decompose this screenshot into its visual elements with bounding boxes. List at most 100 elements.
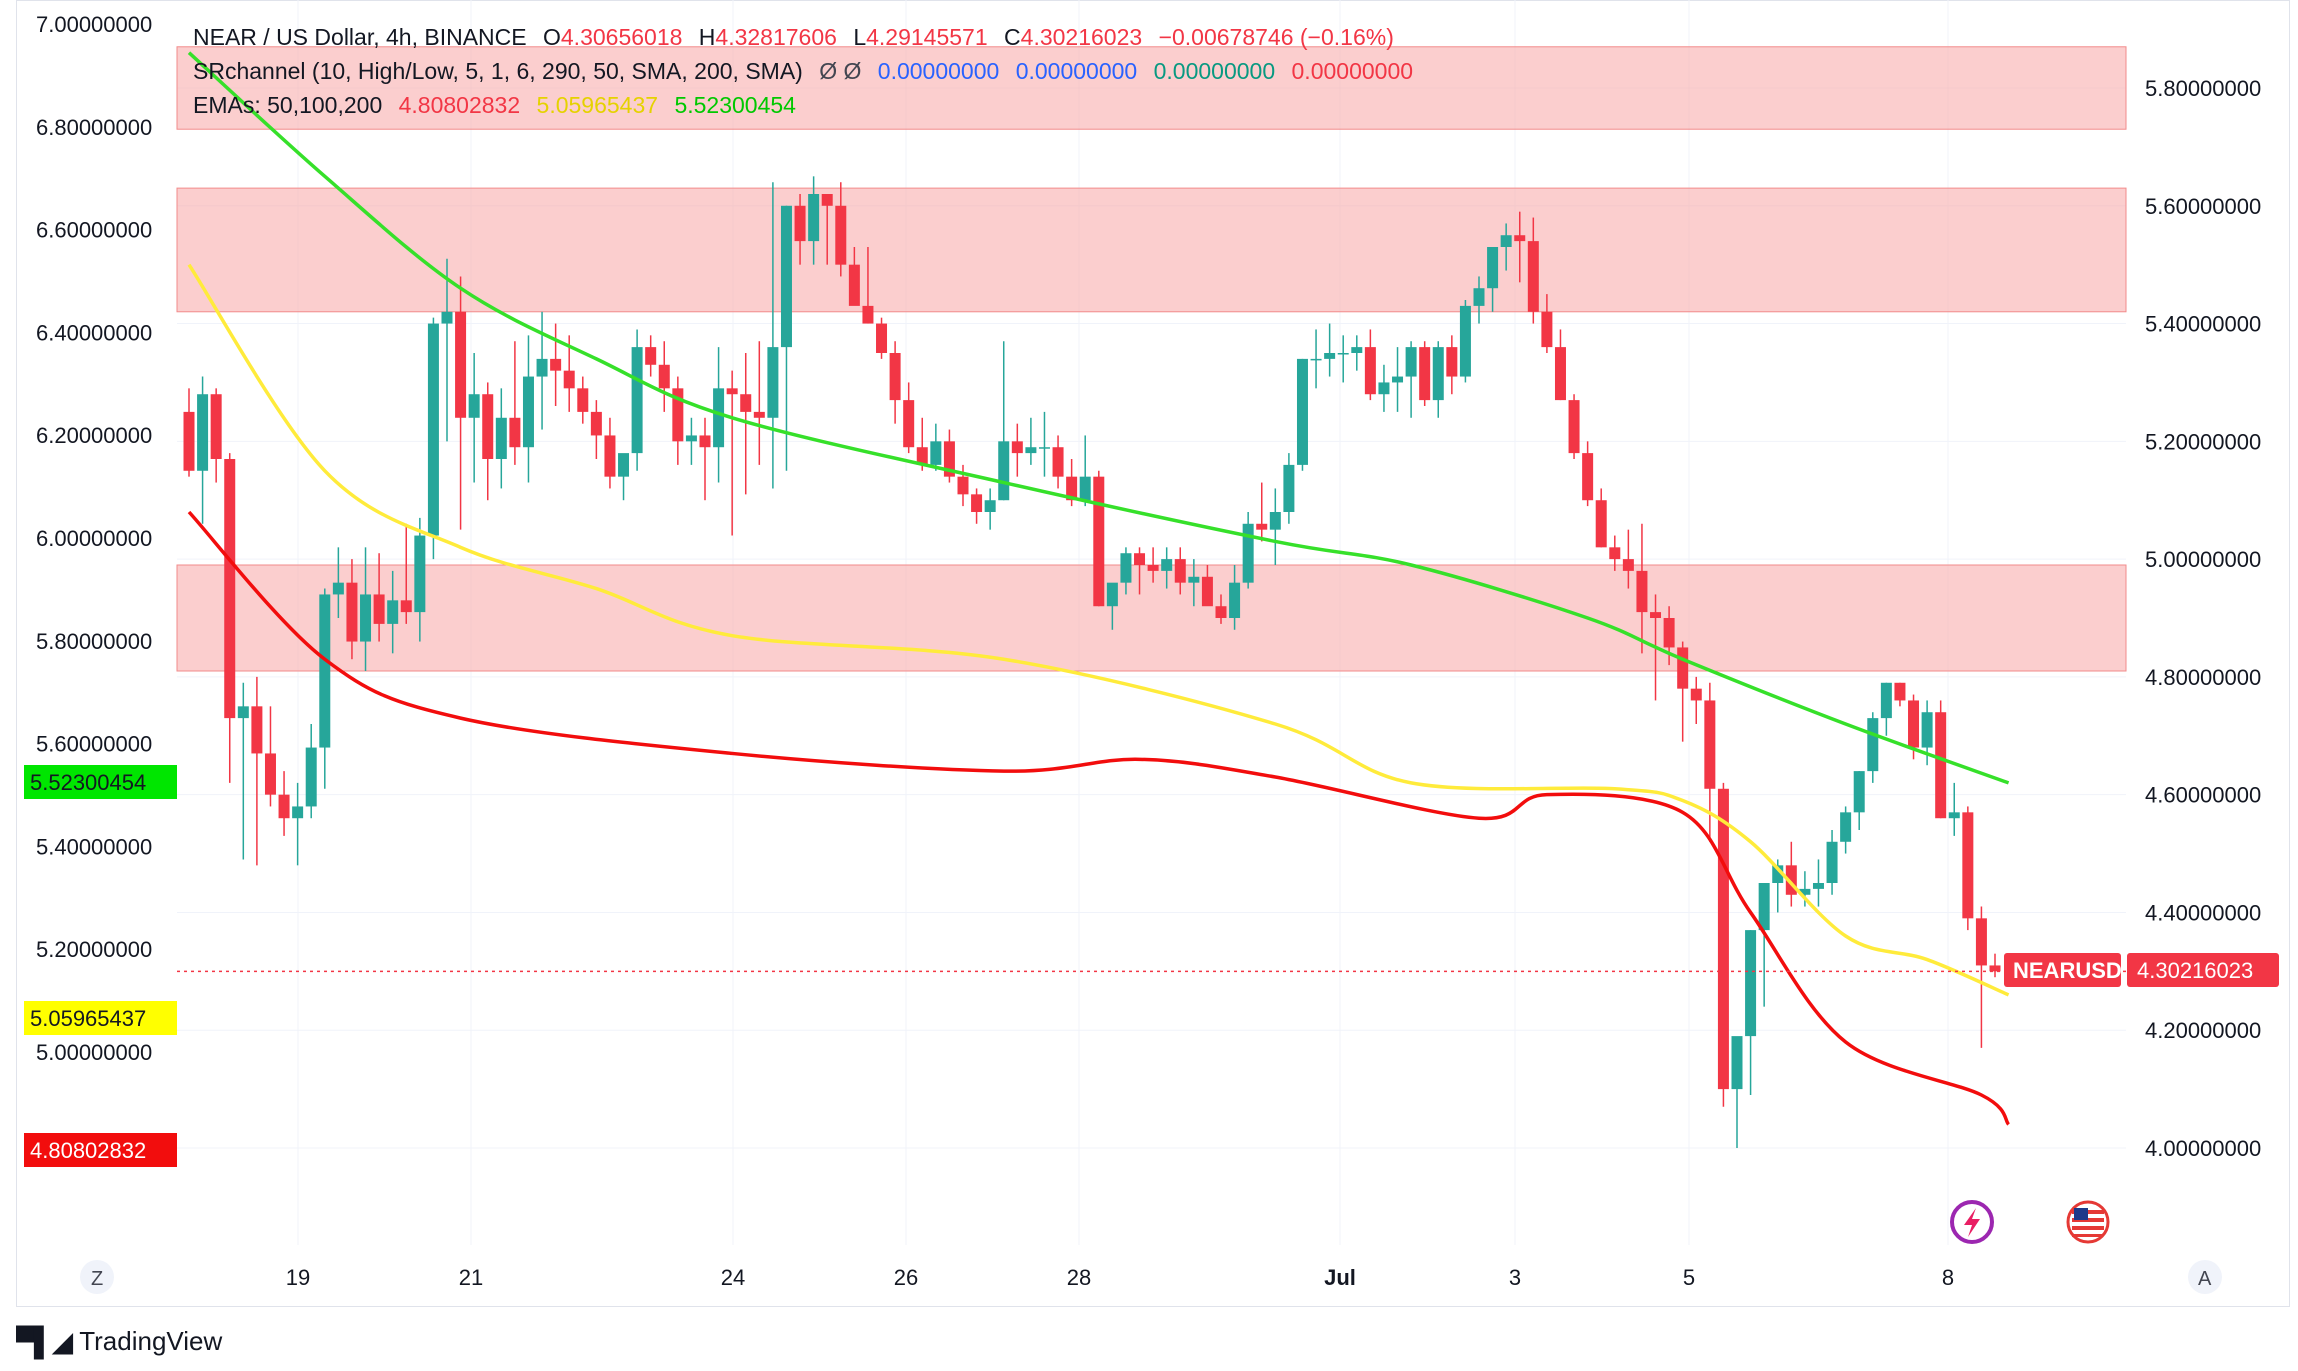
candle-body <box>1446 347 1458 377</box>
ema200-badge: 5.52300454 <box>24 765 177 799</box>
sr-value-3: 0.00000000 <box>1153 58 1276 84</box>
candle-body <box>1324 353 1336 359</box>
candle-body <box>455 311 467 418</box>
candle-body <box>767 347 779 418</box>
candle-body <box>604 435 616 477</box>
candle-body <box>1296 358 1308 465</box>
sr-name: SRchannel (10, High/Low, 5, 1, 6, 290, 5… <box>193 58 803 84</box>
price-badge: 4.30216023 <box>2127 953 2279 987</box>
left-tick-label: 6.60000000 <box>36 218 152 243</box>
candle-body <box>1867 718 1879 772</box>
candle-body <box>1405 347 1417 377</box>
candle-body <box>1975 918 1987 966</box>
sr-zone <box>176 187 2127 313</box>
candle-body <box>1921 712 1933 748</box>
sr-zone <box>176 46 2127 130</box>
right-tick-label: 5.00000000 <box>2145 547 2261 572</box>
candle-body <box>1582 453 1594 501</box>
ema-value-200: 5.52300454 <box>674 92 796 118</box>
legend-close: 4.30216023 <box>1020 24 1143 50</box>
ema-50-line <box>187 510 2011 1126</box>
candle-body <box>360 594 372 642</box>
candle-body <box>821 194 833 206</box>
ema50-badge: 4.80802832 <box>24 1133 177 1167</box>
candle-body <box>740 394 752 412</box>
candle-body <box>957 476 969 495</box>
candle-body <box>658 364 670 389</box>
sr-value-4: 0.00000000 <box>1291 58 1414 84</box>
left-tick-label: 6.80000000 <box>36 115 152 140</box>
candle-body <box>713 388 725 448</box>
candle-body <box>699 435 711 448</box>
candle-body <box>1908 700 1920 748</box>
candle-body <box>292 806 304 819</box>
left-price-axis[interactable]: 7.00000000 6.80000000 6.60000000 6.40000000… <box>36 12 152 1065</box>
candle-body <box>1840 812 1852 842</box>
right-tick-label: 4.40000000 <box>2145 900 2261 925</box>
candle-body <box>1229 582 1241 618</box>
candle-body <box>1093 476 1105 607</box>
candle-body <box>916 447 928 465</box>
time-tick-label: 24 <box>721 1265 745 1290</box>
ema-value-50: 4.80802832 <box>398 92 521 118</box>
svg-text:5.52300454: 5.52300454 <box>30 770 146 795</box>
candle-body <box>971 494 983 512</box>
auto-zoom-button[interactable]: Z <box>80 1260 114 1294</box>
candle-body <box>862 305 874 324</box>
candle-body <box>1310 358 1322 361</box>
candle-body <box>346 582 358 642</box>
left-tick-label: 5.40000000 <box>36 834 152 859</box>
candle-body <box>1622 559 1634 571</box>
candle-body <box>889 353 901 401</box>
candle-body <box>1989 965 2001 972</box>
candle-body <box>1351 347 1363 353</box>
candle-body <box>984 500 996 512</box>
sr-value-1: 0.00000000 <box>877 58 1000 84</box>
candle-body <box>1731 1036 1743 1090</box>
candle-body <box>618 453 630 477</box>
time-tick-label: 26 <box>894 1265 918 1290</box>
candle-body <box>1609 547 1621 560</box>
candle-body <box>522 376 534 448</box>
legend-srchannel: SRchannel (10, High/Low, 5, 1, 6, 290, 5… <box>193 58 1423 85</box>
time-tick-label: Jul <box>1324 1265 1356 1290</box>
candle-body <box>305 747 317 807</box>
lightning-icon[interactable] <box>1950 1200 1994 1244</box>
candle-body <box>1826 841 1838 883</box>
us-flag-icon[interactable] <box>2066 1200 2110 1244</box>
candle-body <box>183 411 195 471</box>
candle-body <box>1079 476 1091 501</box>
candle-body <box>1038 447 1050 449</box>
candle-body <box>224 459 236 719</box>
candle-body <box>400 600 412 613</box>
sr-symbols: Ø Ø <box>819 58 862 84</box>
legend-symbol: NEAR / US Dollar, 4h, BINANCE <box>193 24 527 50</box>
candle-body <box>685 435 697 442</box>
candle-body <box>1799 888 1811 895</box>
candle-body <box>550 358 562 371</box>
candle-body <box>943 441 955 477</box>
candle-body <box>1364 347 1376 395</box>
brand-name: TradingView <box>79 1326 223 1356</box>
tradingview-logo[interactable]: ▀▌◢ TradingView <box>16 1325 222 1358</box>
candle-body <box>237 706 249 719</box>
candle-body <box>1106 582 1118 607</box>
auto-scale-button[interactable]: A <box>2188 1260 2222 1294</box>
time-axis[interactable]: 19 21 24 26 28 Jul 3 5 8 <box>286 1265 1954 1290</box>
symbol-badge: NEARUSD <box>2004 953 2122 987</box>
candle-body <box>590 411 602 436</box>
candle-body <box>1948 812 1960 819</box>
right-price-axis[interactable]: 5.80000000 5.60000000 5.40000000 5.20000000… <box>2145 76 2261 1161</box>
candle-body <box>848 264 860 306</box>
candle-body <box>441 311 453 324</box>
candle-body <box>1188 576 1200 583</box>
candle-body <box>427 323 439 536</box>
ema-100-line <box>187 263 2010 997</box>
candle-body <box>1677 647 1689 689</box>
time-tick-label: 28 <box>1067 1265 1091 1290</box>
candle-body <box>672 388 684 442</box>
candles <box>183 176 2001 1148</box>
right-tick-label: 5.20000000 <box>2145 429 2261 454</box>
candle-body <box>1812 883 1824 889</box>
